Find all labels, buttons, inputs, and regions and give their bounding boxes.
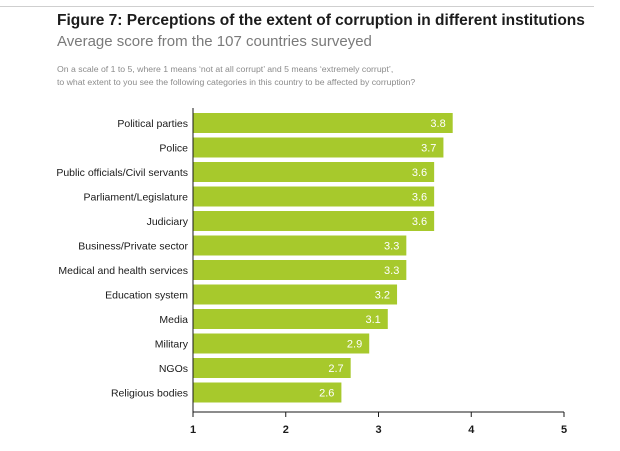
bar-10 <box>193 358 351 378</box>
bar-9 <box>193 333 370 354</box>
bar-8 <box>193 309 388 329</box>
x-tick-label-4: 5 <box>561 424 567 436</box>
value-label-11: 2.6 <box>319 388 334 400</box>
bar-5 <box>193 235 407 256</box>
value-label-1: 3.7 <box>421 143 436 155</box>
value-label-4: 3.6 <box>412 216 427 228</box>
survey-question-line-1: On a scale of 1 to 5, where 1 means ‘not… <box>57 64 394 74</box>
category-label-4: Judiciary <box>147 216 189 228</box>
category-label-5: Business/Private sector <box>78 241 188 253</box>
bar-2 <box>193 162 435 182</box>
survey-question: On a scale of 1 to 5, where 1 means ‘not… <box>57 63 415 89</box>
x-tick-label-0: 1 <box>190 424 196 436</box>
bar-1 <box>193 137 444 158</box>
survey-question-line-2: to what extent to you see the following … <box>57 77 416 87</box>
bar-6 <box>193 260 407 280</box>
category-label-3: Parliament/Legislature <box>84 192 189 204</box>
chart-title: Figure 7: Perceptions of the extent of c… <box>57 12 585 29</box>
category-label-8: Media <box>159 314 188 326</box>
bar-0 <box>193 113 453 133</box>
value-label-0: 3.8 <box>430 118 445 130</box>
value-label-3: 3.6 <box>412 192 427 204</box>
category-label-11: Religious bodies <box>111 388 188 400</box>
value-label-8: 3.1 <box>365 314 380 326</box>
value-label-7: 3.2 <box>375 290 390 302</box>
value-label-6: 3.3 <box>384 265 399 277</box>
bar-3 <box>193 186 435 207</box>
category-label-0: Political parties <box>117 118 188 130</box>
bar-4 <box>193 211 435 231</box>
value-label-9: 2.9 <box>347 339 362 351</box>
top-divider <box>0 6 594 7</box>
chart-subtitle: Average score from the 107 countries sur… <box>57 33 372 50</box>
bar-7 <box>193 284 398 305</box>
x-tick-label-3: 4 <box>468 424 475 436</box>
bar-11 <box>193 382 342 403</box>
category-label-6: Medical and health services <box>58 265 188 277</box>
category-label-10: NGOs <box>159 363 188 375</box>
x-tick-label-2: 3 <box>375 424 381 436</box>
value-label-10: 2.7 <box>328 363 343 375</box>
value-label-5: 3.3 <box>384 241 399 253</box>
category-label-2: Public officials/Civil servants <box>56 167 188 179</box>
value-label-2: 3.6 <box>412 167 427 179</box>
category-label-9: Military <box>155 339 189 351</box>
x-tick-label-1: 2 <box>283 424 289 436</box>
category-label-7: Education system <box>105 290 188 302</box>
category-label-1: Police <box>159 143 188 155</box>
